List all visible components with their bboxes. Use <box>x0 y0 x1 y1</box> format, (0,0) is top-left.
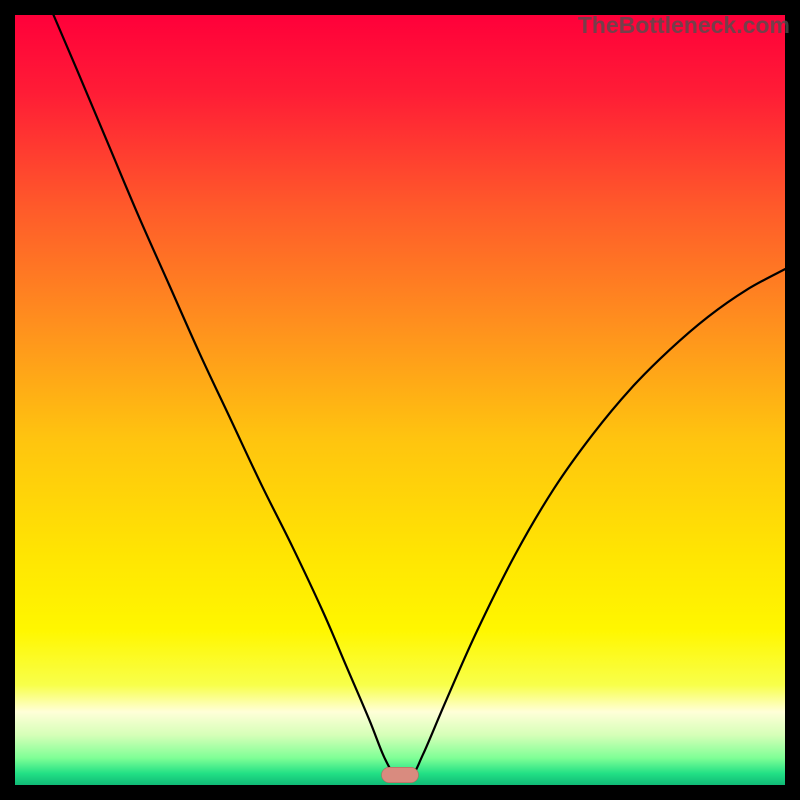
gradient-background <box>15 15 785 785</box>
bottleneck-chart <box>15 15 785 785</box>
minimum-marker <box>382 767 419 782</box>
watermark-text: TheBottleneck.com <box>578 12 790 39</box>
